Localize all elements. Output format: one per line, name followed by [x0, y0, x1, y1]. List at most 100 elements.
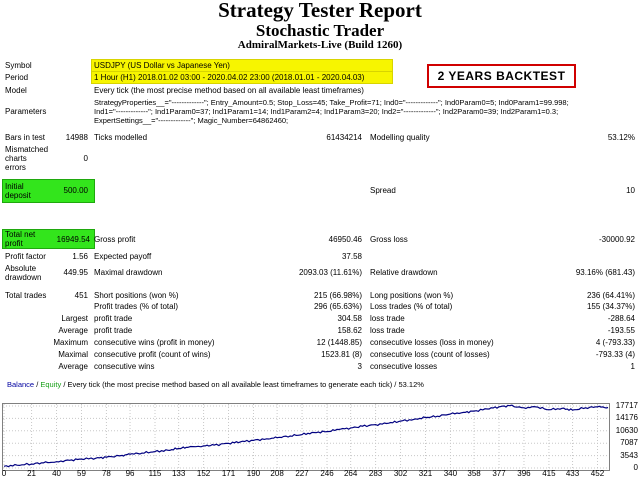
mismatch-label-3: errors — [5, 163, 26, 172]
avg-consec-losses-value: 1 — [630, 362, 635, 371]
y-tick-label: 3543 — [620, 450, 638, 460]
balance-chart-svg — [3, 404, 609, 470]
x-tick-label: 78 — [101, 469, 111, 478]
legend-equity: Equity — [40, 380, 62, 389]
y-tick-label: 14176 — [615, 413, 638, 423]
largest-loss-label: loss trade — [370, 314, 405, 323]
balance-chart — [2, 403, 610, 471]
avg-consec-wins-label: consecutive wins — [94, 362, 155, 371]
deposit-label-1: Initial — [5, 182, 24, 191]
expected-payoff-label: Expected payoff — [94, 252, 152, 261]
net-profit-highlight — [2, 229, 95, 249]
parameters-line-2: Ind1="-------------"; Ind1Param0=37; Ind… — [94, 107, 559, 116]
profit-factor-label: Profit factor — [5, 252, 46, 261]
x-tick-label: 415 — [542, 469, 556, 478]
series-line-balance — [3, 404, 609, 468]
deposit-value: 500.00 — [63, 186, 88, 195]
x-tick-label: 208 — [270, 469, 284, 478]
largest-profit-value: 304.58 — [337, 314, 362, 323]
x-tick-label: 340 — [443, 469, 458, 478]
max-consec-losses-label: consecutive losses (loss in money) — [370, 338, 494, 347]
y-tick-label: 7087 — [620, 438, 638, 448]
avg-consec-wins-value: 3 — [357, 362, 362, 371]
max-drawdown-label: Maximal drawdown — [94, 268, 163, 277]
x-tick-label: 396 — [517, 469, 531, 478]
x-tick-label: 171 — [221, 469, 236, 478]
rel-drawdown-value: 93.16% (681.43) — [575, 268, 635, 277]
largest-profit-label: profit trade — [94, 314, 133, 323]
symbol-value: USDJPY (US Dollar vs Japanese Yen) — [94, 61, 230, 70]
x-tick-label: 264 — [343, 469, 358, 478]
average2-label: Average — [58, 362, 88, 371]
abs-drawdown-value: 449.95 — [63, 268, 88, 277]
short-positions-label: Short positions (won %) — [94, 291, 179, 300]
spread-value: 10 — [626, 186, 635, 195]
x-tick-label: 0 — [1, 469, 7, 478]
mismatch-value: 0 — [83, 154, 88, 163]
maximal-consec-loss-label: consecutive loss (count of losses) — [370, 350, 490, 359]
backtest-banner: 2 YEARS BACKTEST — [427, 64, 576, 88]
abs-drawdown-label-2: drawdown — [5, 273, 42, 282]
x-tick-label: 283 — [368, 469, 383, 478]
profit-trades-value: 296 (65.63%) — [313, 302, 362, 311]
y-tick-label: 10630 — [615, 425, 638, 435]
long-positions-value: 236 (64.41%) — [586, 291, 635, 300]
net-profit-label-1: Total net — [5, 230, 36, 239]
max-consec-losses-value: 4 (-793.33) — [595, 338, 635, 347]
y-tick-label: 0 — [633, 463, 638, 472]
average-label: Average — [58, 326, 88, 335]
largest-loss-value: -288.64 — [607, 314, 635, 323]
spread-label: Spread — [370, 186, 396, 195]
max-consec-wins-value: 12 (1448.85) — [316, 338, 362, 347]
avg-profit-label: profit trade — [94, 326, 133, 335]
expert-name: Stochastic Trader — [255, 21, 385, 40]
max-drawdown-value: 2093.03 (11.61%) — [298, 268, 362, 277]
x-tick-label: 21 — [27, 469, 37, 478]
symbol-label: Symbol — [5, 61, 32, 70]
gross-loss-value: -30000.92 — [598, 235, 635, 244]
short-positions-value: 215 (66.98%) — [313, 291, 362, 300]
ticks-value: 61434214 — [326, 133, 362, 142]
largest-label: Largest — [61, 314, 88, 323]
model-label: Model — [5, 86, 27, 95]
maximum-label: Maximum — [53, 338, 88, 347]
max-consec-wins-label: consecutive wins (profit in money) — [94, 338, 215, 347]
report-title: Strategy Tester Report — [218, 0, 422, 22]
net-profit-value: 16949.54 — [56, 235, 90, 244]
x-tick-label: 246 — [320, 469, 334, 478]
period-value: 1 Hour (H1) 2018.01.02 03:00 - 2020.04.0… — [94, 73, 365, 82]
gross-profit-label: Gross profit — [94, 235, 136, 244]
expected-payoff-value: 37.58 — [341, 252, 362, 261]
x-tick-label: 59 — [77, 469, 86, 478]
x-tick-label: 377 — [492, 469, 506, 478]
x-tick-label: 302 — [393, 469, 408, 478]
abs-drawdown-label-1: Absolute — [5, 264, 37, 273]
maximal-consec-profit-value: 1523.81 (8) — [321, 350, 362, 359]
maximal-label: Maximal — [58, 350, 88, 359]
x-tick-label: 433 — [565, 469, 580, 478]
mismatch-label-1: Mismatched — [5, 145, 49, 154]
x-tick-label: 115 — [148, 469, 162, 478]
profit-factor-value: 1.56 — [72, 252, 88, 261]
x-tick-label: 227 — [295, 469, 309, 478]
legend-balance: Balance — [7, 380, 35, 389]
y-tick-label: 17717 — [615, 401, 638, 410]
avg-consec-losses-label: consecutive losses — [370, 362, 438, 371]
x-tick-label: 190 — [246, 469, 261, 478]
x-tick-label: 133 — [171, 469, 186, 478]
parameters-label: Parameters — [5, 107, 47, 116]
server-info: AdmiralMarkets-Live (Build 1260) — [237, 39, 403, 51]
x-tick-label: 452 — [590, 469, 605, 478]
total-trades-value: 451 — [74, 291, 88, 300]
long-positions-label: Long positions (won %) — [370, 291, 454, 300]
x-tick-label: 358 — [467, 469, 481, 478]
gross-loss-label: Gross loss — [370, 235, 408, 244]
x-tick-label: 152 — [196, 469, 211, 478]
loss-trades-label: Loss trades (% of total) — [370, 302, 453, 311]
legend-separator: / — [34, 380, 41, 389]
maximal-consec-profit-label: consecutive profit (count of wins) — [94, 350, 211, 359]
total-trades-label: Total trades — [5, 291, 47, 300]
mismatch-label-2: charts — [5, 154, 27, 163]
legend-description: / Every tick (the most precise method ba… — [61, 380, 424, 389]
rel-drawdown-label: Relative drawdown — [370, 268, 438, 277]
